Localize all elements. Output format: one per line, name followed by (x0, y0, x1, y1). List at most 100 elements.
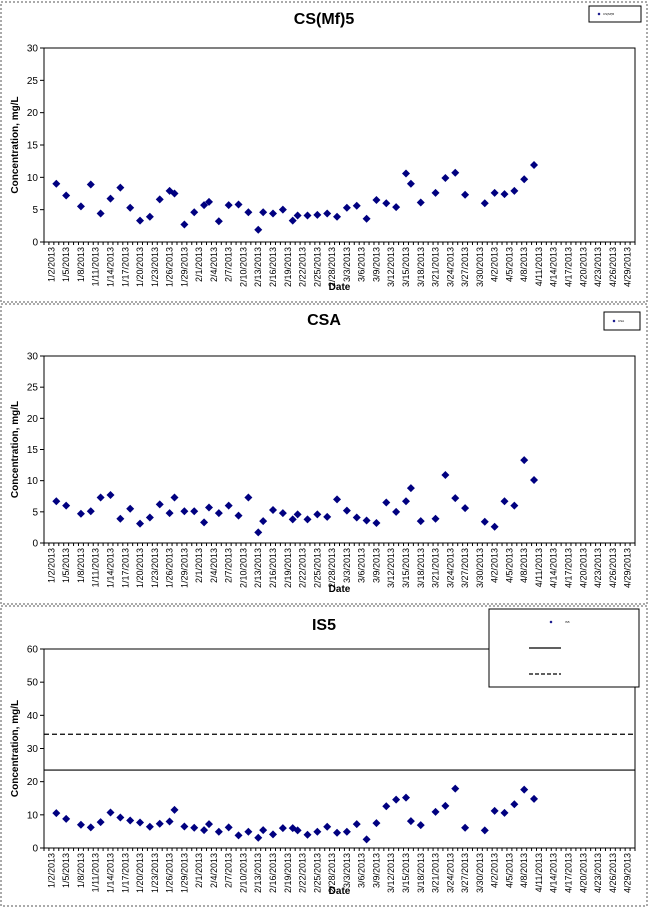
data-point (342, 506, 351, 515)
x-tick-label: 2/4/2013 (209, 853, 219, 888)
data-point (372, 519, 381, 528)
data-point (392, 795, 401, 804)
legend (603, 311, 641, 331)
legend-label: CSA (618, 319, 624, 323)
data-point (333, 495, 342, 504)
y-tick-label: 10 (27, 173, 39, 184)
x-tick-label: 3/18/2013 (416, 853, 426, 893)
x-tick-label: 4/17/2013 (564, 548, 574, 588)
data-point (96, 818, 105, 827)
data-point (401, 793, 410, 802)
x-tick-label: 3/6/2013 (357, 548, 367, 583)
x-tick-label: 4/17/2013 (564, 247, 574, 287)
x-tick-label: 1/20/2013 (135, 853, 145, 893)
x-tick-label: 3/9/2013 (371, 853, 381, 888)
x-tick-label: 4/20/2013 (578, 548, 588, 588)
data-point (382, 199, 391, 208)
x-tick-label: 4/23/2013 (593, 548, 603, 588)
data-point (323, 512, 332, 521)
y-tick-label: 15 (27, 141, 39, 152)
x-tick-label: 3/21/2013 (431, 247, 441, 287)
x-tick-label: 2/28/2013 (327, 247, 337, 287)
y-axis-title: Concentration, mg/L (10, 401, 21, 498)
data-point (254, 528, 263, 537)
x-tick-label: 4/8/2013 (519, 548, 529, 583)
data-point (224, 501, 233, 510)
x-tick-label: 1/17/2013 (120, 853, 130, 893)
data-point (52, 809, 61, 818)
x-tick-label: 3/30/2013 (475, 853, 485, 893)
data-point (333, 828, 342, 837)
x-tick-label: 2/13/2013 (253, 853, 263, 893)
y-tick-label: 0 (32, 539, 38, 550)
data-point (303, 515, 312, 524)
x-tick-label: 2/10/2013 (238, 548, 248, 588)
data-point (500, 497, 509, 506)
data-point (342, 827, 351, 836)
data-point (244, 208, 253, 217)
data-point (530, 161, 539, 170)
panel-border (0, 1, 648, 303)
x-tick-label: 1/23/2013 (150, 548, 160, 588)
x-tick-label: 1/29/2013 (179, 853, 189, 893)
data-point (96, 209, 105, 218)
data-point (180, 507, 189, 516)
data-point (441, 173, 450, 182)
data-point (155, 500, 164, 509)
panel-border (0, 605, 648, 907)
data-point (342, 203, 351, 212)
data-point (323, 209, 332, 218)
y-tick-label: 60 (27, 645, 39, 656)
data-point (76, 509, 85, 518)
data-point (170, 805, 179, 814)
x-tick-label: 3/12/2013 (386, 853, 396, 893)
data-point (155, 195, 164, 204)
x-tick-label: 1/20/2013 (135, 247, 145, 287)
x-tick-label: 3/9/2013 (371, 247, 381, 282)
data-point (62, 501, 71, 510)
data-point (106, 808, 115, 817)
x-tick-label: 4/29/2013 (623, 548, 633, 588)
data-point (136, 818, 145, 827)
x-tick-label: 4/5/2013 (504, 548, 514, 583)
x-tick-label: 4/8/2013 (519, 853, 529, 888)
x-tick-label: 1/26/2013 (165, 853, 175, 893)
data-point (362, 835, 371, 844)
x-tick-label: 2/10/2013 (238, 247, 248, 287)
y-tick-label: 0 (32, 844, 38, 855)
y-tick-label: 25 (27, 76, 39, 87)
data-point (180, 220, 189, 229)
data-point (180, 822, 189, 831)
data-point (392, 507, 401, 516)
x-tick-label: 3/21/2013 (431, 548, 441, 588)
x-tick-label: 4/20/2013 (578, 247, 588, 287)
y-tick-label: 5 (32, 205, 38, 216)
data-point (382, 498, 391, 507)
x-tick-label: 1/5/2013 (61, 247, 71, 282)
data-point (401, 497, 410, 506)
data-point (451, 784, 460, 793)
data-point (254, 833, 263, 842)
data-point (136, 216, 145, 225)
x-tick-label: 1/23/2013 (150, 853, 160, 893)
data-point (416, 517, 425, 526)
data-point (441, 471, 450, 480)
data-point (500, 808, 509, 817)
data-point (416, 821, 425, 830)
x-tick-label: 2/22/2013 (298, 548, 308, 588)
x-tick-label: 2/19/2013 (283, 247, 293, 287)
x-tick-label: 4/5/2013 (504, 247, 514, 282)
data-point (116, 514, 125, 523)
data-point (372, 195, 381, 204)
data-point (510, 186, 519, 195)
legend (488, 608, 640, 688)
y-tick-label: 40 (27, 711, 39, 722)
data-point (269, 505, 278, 514)
x-tick-label: 3/6/2013 (357, 853, 367, 888)
y-tick-label: 30 (27, 744, 39, 755)
x-tick-label: 3/3/2013 (342, 548, 352, 583)
x-tick-label: 3/27/2013 (460, 247, 470, 287)
x-tick-label: 4/8/2013 (519, 247, 529, 282)
data-point (490, 188, 499, 197)
data-point (254, 225, 263, 234)
